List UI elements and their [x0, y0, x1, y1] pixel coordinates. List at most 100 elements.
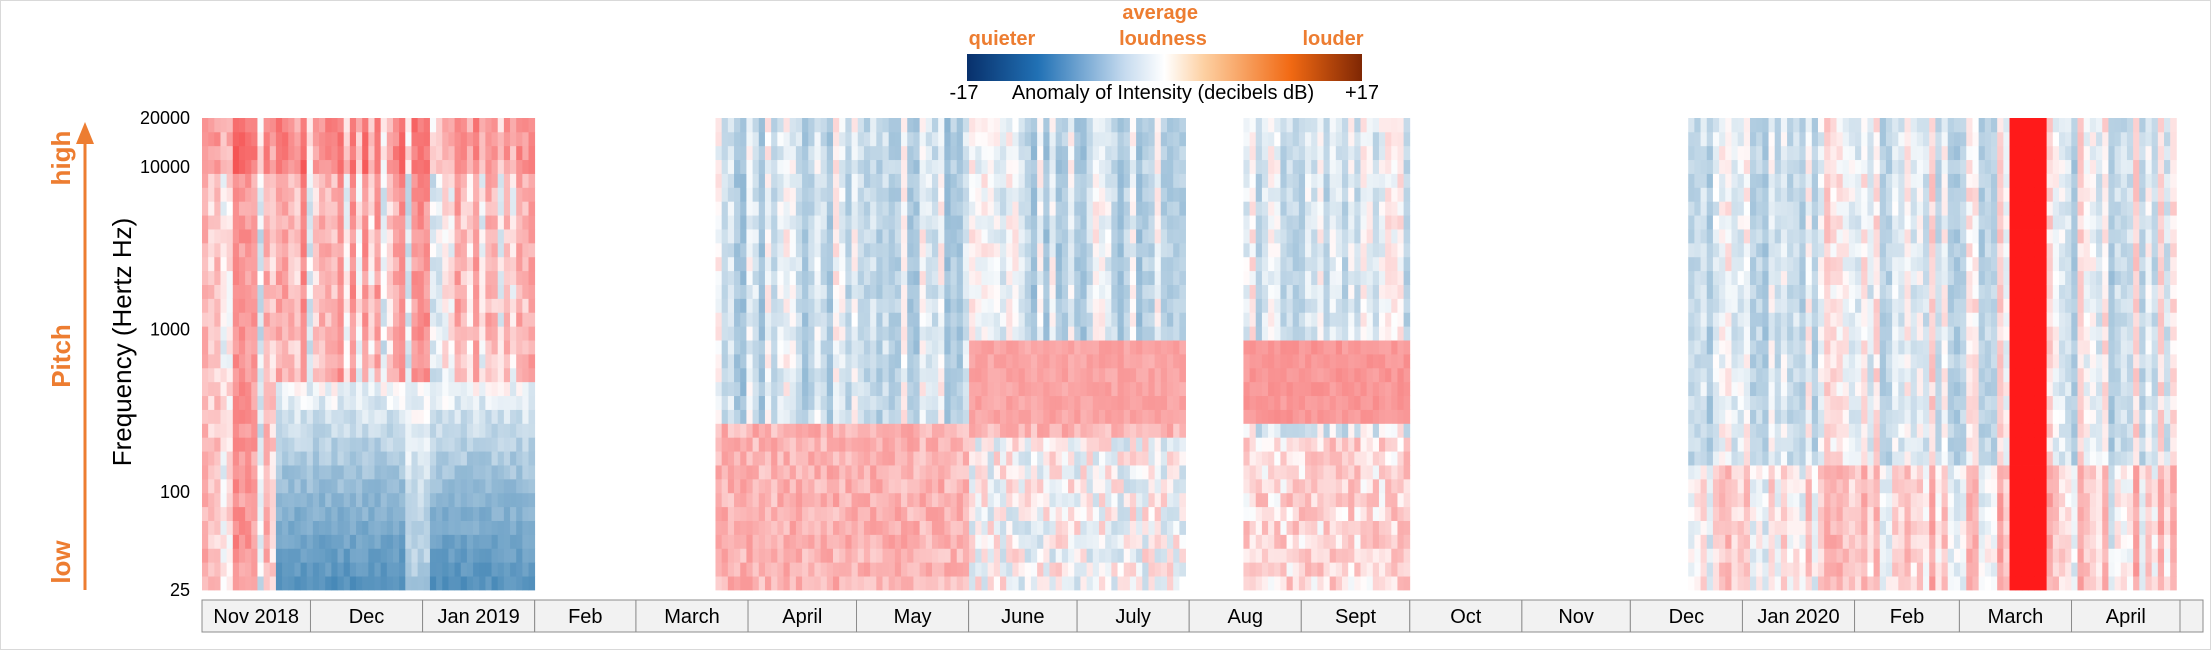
heatmap-cell	[1154, 465, 1162, 480]
heatmap-cell	[1335, 187, 1343, 202]
heatmap-cell	[214, 298, 221, 313]
heatmap-cell	[826, 159, 834, 174]
heatmap-cell	[269, 131, 277, 147]
heatmap-cell	[1000, 423, 1007, 438]
heatmap-cell	[479, 423, 486, 438]
heatmap-cell	[214, 187, 221, 202]
heatmap-cell	[851, 340, 859, 355]
heatmap-cell	[1280, 159, 1287, 174]
heatmap-cell	[1317, 229, 1324, 244]
heatmap-cell	[516, 492, 523, 508]
heatmap-cell	[746, 437, 753, 452]
heatmap-cell	[1092, 520, 1100, 535]
heatmap-cell	[282, 423, 289, 438]
heatmap-cell	[1148, 298, 1156, 313]
heatmap-cell	[522, 312, 529, 327]
heatmap-cell	[411, 465, 419, 480]
heatmap-cell	[263, 312, 271, 327]
heatmap-cell	[1179, 492, 1186, 508]
heatmap-cell	[1049, 256, 1057, 272]
heatmap-cell	[987, 437, 995, 452]
heatmap-cell	[454, 270, 462, 285]
heatmap-cell	[740, 256, 747, 272]
heatmap-cell	[1142, 312, 1149, 327]
heatmap-cell	[399, 409, 406, 424]
heatmap-cell	[1173, 256, 1180, 272]
heatmap-cell	[356, 215, 363, 230]
heatmap-cell	[319, 229, 326, 244]
heatmap-cell	[931, 478, 939, 494]
heatmap-cell	[245, 145, 252, 161]
heatmap-cell	[1329, 256, 1337, 272]
heatmap-cell	[399, 256, 406, 272]
heatmap-cell	[257, 298, 265, 313]
heatmap-cell	[269, 326, 277, 341]
heatmap-cell	[833, 284, 840, 299]
heatmap-cell	[1167, 298, 1174, 313]
heatmap-cell	[814, 312, 822, 327]
heatmap-cell	[423, 465, 431, 480]
heatmap-cell	[473, 506, 480, 521]
heatmap-cell	[411, 354, 419, 369]
heatmap-cell	[1061, 492, 1069, 508]
heatmap-cell	[993, 437, 1001, 452]
heatmap-cell	[362, 187, 369, 202]
heatmap-cell	[362, 354, 369, 369]
heatmap-cell	[1105, 367, 1112, 383]
heatmap-cell	[1317, 159, 1324, 174]
heatmap-cell	[1074, 256, 1081, 272]
heatmap-cell	[429, 215, 437, 230]
heatmap-cell	[380, 576, 388, 591]
heatmap-cell	[1006, 465, 1013, 480]
heatmap-cell	[851, 201, 859, 216]
heatmap-cell	[913, 173, 921, 188]
heatmap-cell	[863, 284, 871, 299]
heatmap-cell	[245, 478, 252, 494]
heatmap-cell	[925, 381, 933, 397]
heatmap-cell	[1037, 506, 1044, 521]
heatmap-cell	[497, 354, 505, 369]
heatmap-cell	[1261, 465, 1269, 480]
heatmap-cell	[919, 187, 927, 202]
heatmap-cell	[851, 312, 859, 327]
heatmap-cell	[851, 270, 859, 285]
heatmap-cell	[962, 298, 970, 313]
heatmap-cell	[962, 492, 970, 508]
heatmap-cell	[1006, 367, 1013, 383]
heatmap-cell	[938, 340, 945, 355]
heatmap-cell	[288, 312, 295, 327]
heatmap-cell	[448, 159, 455, 174]
heatmap-cell	[503, 451, 511, 466]
heatmap-cell	[343, 312, 351, 327]
heatmap-cell	[442, 451, 449, 466]
heatmap-cell	[356, 354, 363, 369]
heatmap-cell	[356, 312, 363, 327]
heatmap-cell	[777, 118, 784, 133]
heatmap-cell	[1261, 534, 1269, 549]
heatmap-cell	[356, 229, 363, 244]
heatmap-cell	[962, 437, 970, 452]
heatmap-cell	[1136, 298, 1143, 313]
heatmap-cell	[1018, 215, 1026, 230]
heatmap-cell	[1061, 506, 1069, 521]
heatmap-cell	[802, 548, 809, 563]
heatmap-cell	[257, 145, 265, 161]
heatmap-cell	[993, 270, 1001, 285]
heatmap-cell	[374, 506, 382, 521]
heatmap-cell	[405, 381, 412, 397]
heatmap-cell	[857, 201, 865, 216]
heatmap-cell	[1249, 465, 1257, 480]
heatmap-cell	[938, 562, 945, 577]
heatmap-cell	[257, 270, 265, 285]
heatmap-cell	[882, 326, 890, 341]
heatmap-cell	[1030, 173, 1038, 188]
heatmap-cell	[1268, 340, 1275, 355]
heatmap-cell	[764, 229, 772, 244]
heatmap-cell	[1148, 118, 1156, 133]
heatmap-cell	[1000, 354, 1007, 369]
heatmap-cell	[374, 423, 382, 438]
heatmap-cell	[833, 173, 840, 188]
heatmap-cell	[1261, 395, 1269, 410]
heatmap-cell	[1105, 340, 1112, 355]
heatmap-cell	[851, 326, 859, 341]
